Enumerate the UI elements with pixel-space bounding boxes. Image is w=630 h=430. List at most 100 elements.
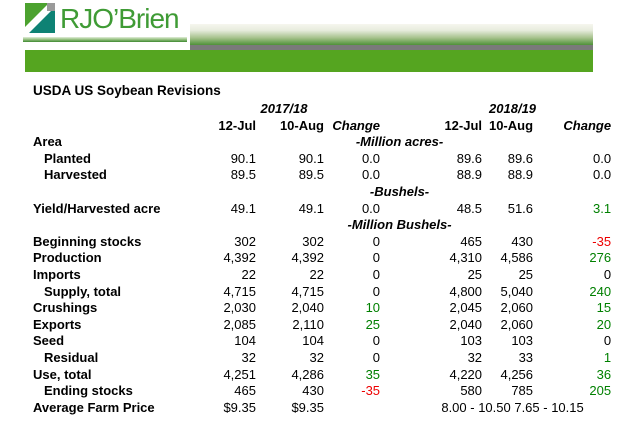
value-cell: 430 [511, 233, 534, 249]
row-label: Residual [44, 349, 99, 365]
value-cell: 4,800 [449, 283, 483, 299]
value-cell: 0 [603, 266, 612, 282]
unit-label: -Million acres- [355, 134, 444, 150]
year-header: 2018/19 [489, 101, 537, 116]
value-cell: 465 [234, 383, 256, 399]
gap-cell [380, 333, 414, 350]
header-banner: RJO’Brien [0, 0, 630, 72]
value-cell: 2,030 [223, 300, 256, 316]
gap-cell [380, 118, 414, 135]
gap-cell [380, 234, 414, 251]
column-header-row: 12-Jul 10-Aug Change 12-Jul 10-Aug Change [33, 118, 611, 135]
value-cell: 103 [511, 333, 534, 349]
value-cell: 0 [372, 233, 381, 249]
value-cell: 302 [234, 233, 256, 249]
logo-gray-square [47, 3, 55, 11]
value-cell: 89.5 [230, 167, 256, 183]
value-cell: 88.9 [456, 167, 483, 183]
table-row: Crushings 2,030 2,040 10 2,045 2,060 15 [33, 300, 611, 317]
value-cell: 0.0 [592, 167, 612, 183]
value-cell: 1 [603, 349, 612, 365]
logo-wordmark: RJO’Brien [60, 3, 180, 34]
value-cell: 0.0 [361, 167, 381, 183]
rjobrien-logo-icon [25, 3, 55, 34]
row-label: Production [33, 250, 102, 266]
value-cell: 32 [309, 349, 324, 365]
value-cell: 205 [589, 383, 612, 399]
row-label: Area [33, 134, 62, 150]
value-cell: 2,060 [500, 316, 534, 332]
unit-label: -Million Bushels- [347, 217, 452, 233]
value-cell: 0 [372, 349, 381, 365]
table-row: Imports 22 22 0 25 25 0 [33, 267, 611, 284]
value-cell: 302 [302, 233, 324, 249]
value-cell: 10 [365, 300, 381, 316]
table-row: Exports 2,085 2,110 25 2,040 2,060 20 [33, 317, 611, 334]
year-header: 2017/18 [260, 101, 308, 116]
table-row: Seed 104 104 0 103 103 0 [33, 333, 611, 350]
value-cell: 4,392 [291, 250, 324, 266]
value-cell: 89.6 [507, 150, 534, 166]
value-cell: 32 [467, 349, 483, 365]
value-cell: 25 [467, 266, 483, 282]
value-cell: 32 [241, 349, 256, 365]
row-label: Ending stocks [44, 383, 133, 399]
value-cell: 4,286 [291, 366, 324, 382]
value-cell: $9.35 [223, 399, 256, 415]
gap-cell [380, 367, 414, 384]
value-cell: 276 [589, 250, 612, 266]
gap-cell [380, 167, 414, 184]
value-cell: 33 [518, 349, 534, 365]
gap-cell [380, 350, 414, 367]
value-cell: 88.9 [507, 167, 534, 183]
value-cell: 103 [460, 333, 483, 349]
value-cell: $9.35 [291, 399, 324, 415]
gap-cell [380, 317, 414, 334]
gap-cell [380, 267, 414, 284]
row-label [33, 184, 188, 201]
row-label: Yield/Harvested acre [33, 200, 161, 216]
column-header: 12-Jul [444, 117, 483, 133]
value-cell: 580 [460, 383, 483, 399]
value-cell [324, 400, 380, 417]
spacer-cell [33, 101, 188, 118]
value-cell: 35 [365, 366, 381, 382]
banner-gray-bar [190, 45, 593, 50]
value-cell: 2,040 [291, 300, 324, 316]
gap-cell [380, 250, 414, 267]
value-cell: 0 [372, 283, 381, 299]
value-cell: 0 [603, 333, 612, 349]
value-cell: 90.1 [298, 150, 324, 166]
year-header-row: 2017/18 2018/19 [33, 101, 611, 118]
page-title: USDA US Soybean Revisions [33, 83, 221, 98]
value-cell: 4,220 [449, 366, 483, 382]
value-cell: 89.6 [456, 150, 483, 166]
value-cell: 90.1 [230, 150, 256, 166]
column-header: 12-Jul [218, 117, 256, 133]
banner-gradient-bar [190, 24, 593, 45]
value-cell: 49.1 [230, 200, 256, 216]
value-cell: 2,040 [449, 316, 483, 332]
row-label: Crushings [33, 300, 98, 316]
value-cell: 48.5 [456, 200, 483, 216]
table-row: Planted 90.1 90.1 0.0 89.6 89.6 0.0 [33, 151, 611, 168]
row-label: Imports [33, 266, 81, 282]
logo-underline [23, 37, 187, 42]
value-cell: 25 [518, 266, 534, 282]
value-cell: 22 [309, 266, 324, 282]
rjobrien-logo: RJO’Brien [25, 3, 180, 34]
gap-cell [380, 300, 414, 317]
value-cell: 0 [372, 333, 381, 349]
table-row: Yield/Harvested acre 49.1 49.1 0.0 48.5 51.6 3… [33, 201, 611, 218]
table-row: -Million Bushels- [33, 217, 611, 234]
row-label [33, 217, 188, 234]
column-header: 10-Aug [279, 117, 324, 133]
gap-cell [380, 151, 414, 168]
gap-cell [380, 383, 414, 400]
value-cell: 104 [234, 333, 256, 349]
table-row: Beginning stocks 302 302 0 465 430 -35 [33, 234, 611, 251]
column-header: Change [332, 117, 381, 133]
value-cell: 25 [365, 316, 381, 332]
value-cell: 785 [511, 383, 534, 399]
table-row: Average Farm Price $9.35 $9.35 8.00 - 10.50… [33, 400, 611, 417]
